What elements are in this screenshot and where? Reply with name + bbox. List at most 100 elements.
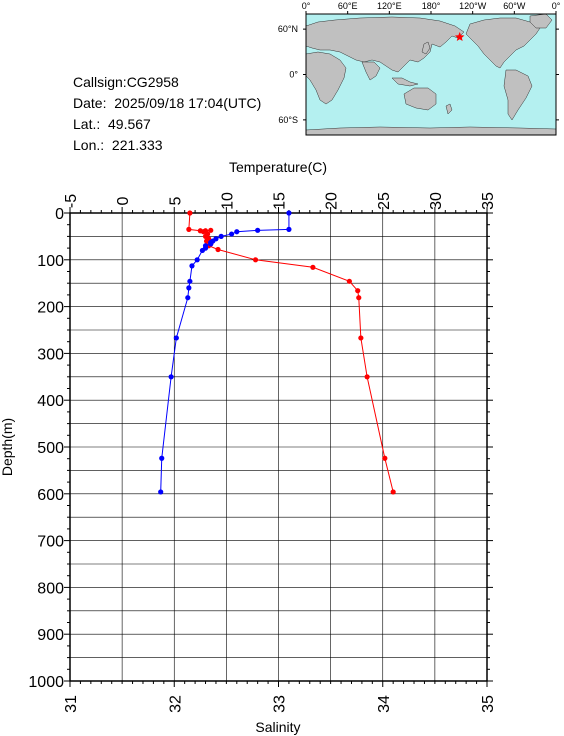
north-america-shape <box>465 17 541 69</box>
antarctica-shape <box>305 126 557 136</box>
temperature-data-point <box>390 489 396 495</box>
depth-tick-label: 600 <box>37 487 64 504</box>
salinity-tick-label: 31 <box>63 695 80 713</box>
temperature-data-point <box>187 210 193 216</box>
salinity-data-point <box>158 489 164 495</box>
salinity-data-point <box>234 229 240 235</box>
depth-tick-label: 400 <box>37 393 64 410</box>
salinity-series-line <box>160 213 290 492</box>
eurasia-shape <box>305 16 465 73</box>
map-lon-label: 0° <box>552 1 561 11</box>
map-lat-label: 60°S <box>278 115 298 125</box>
salinity-data-point <box>199 247 205 254</box>
salinity-data-point <box>228 231 235 237</box>
depth-tick-label: 1000 <box>28 674 64 691</box>
salinity-data-point <box>173 335 179 341</box>
temperature-tick-label: 35 <box>480 192 497 210</box>
japan-shape <box>421 41 431 55</box>
map-lon-label: 120°W <box>459 1 487 11</box>
salinity-data-point <box>218 233 224 239</box>
temperature-tick-labels: -5 0 5 10 15 20 25 30 35 <box>63 192 497 210</box>
temperature-data-point <box>364 374 370 380</box>
salinity-data-point <box>189 263 195 269</box>
series-layer <box>158 210 396 495</box>
salinity-data-point <box>208 241 214 247</box>
temperature-data-point <box>208 227 214 233</box>
salinity-tick-label: 33 <box>272 695 289 713</box>
salinity-tick-labels: 31 32 33 34 35 <box>63 695 497 713</box>
temperature-tick-label: 15 <box>272 192 289 210</box>
africa-shape <box>305 51 347 105</box>
depth-tick-label: 0 <box>55 206 64 223</box>
profile-chart: -5 0 5 10 15 20 25 30 35 31 32 33 34 35 010020030040… <box>0 160 497 735</box>
station-info: Callsign:CG2958 Date: 2025/09/18 17:04(U… <box>73 72 261 156</box>
depth-tick-label: 300 <box>37 346 64 363</box>
salinity-tick-label: 32 <box>167 695 184 713</box>
temperature-data-point <box>203 238 210 244</box>
salinity-data-point <box>286 226 292 232</box>
map-lat-label: 0° <box>289 70 298 80</box>
depth-tick-label: 800 <box>37 580 64 597</box>
temperature-data-point <box>252 257 259 263</box>
salinity-data-point <box>255 227 261 233</box>
location-map: 0° 60°E 120°E 180° 120°W 60°W 0° 60°N 0° 60°S <box>278 1 561 136</box>
temperature-tick-label: 10 <box>219 192 236 210</box>
temperature-tick-label: 0 <box>115 196 132 205</box>
map-lon-labels: 0° 60°E 120°E 180° 120°W 60°W 0° <box>302 1 561 11</box>
depth-axis-label: Depth(m) <box>0 418 15 476</box>
map-lon-label: 60°E <box>338 1 358 11</box>
temperature-tick-label: 20 <box>324 192 341 210</box>
depth-tick-labels: 0 100 200 300 400 500 600 700 800 900 1000 <box>28 206 64 691</box>
map-lat-label: 60°N <box>278 24 298 34</box>
station-star-icon <box>454 32 465 42</box>
lon-text: Lon.: 221.333 <box>73 137 163 153</box>
temperature-axis-label: Temperature(C) <box>229 160 327 175</box>
temperature-data-point <box>355 288 361 294</box>
salinity-axis-label: Salinity <box>255 719 300 735</box>
temperature-data-point <box>215 246 221 253</box>
map-lon-label: 180° <box>422 1 441 11</box>
temperature-data-point <box>346 278 352 284</box>
salinity-data-point <box>159 455 165 461</box>
temperature-data-point <box>186 226 192 232</box>
depth-tick-label: 700 <box>37 534 64 551</box>
salinity-data-point <box>185 295 191 301</box>
depth-tick-label: 500 <box>37 440 64 457</box>
salinity-data-point <box>187 278 193 284</box>
indonesia-shape <box>391 77 419 87</box>
callsign-text: Callsign:CG2958 <box>73 74 179 90</box>
depth-tick-label: 900 <box>37 627 64 644</box>
minor-ticks <box>64 207 493 687</box>
map-lat-labels: 60°N 0° 60°S <box>278 24 299 125</box>
south-america-shape <box>503 69 533 121</box>
salinity-tick-label: 34 <box>376 695 393 713</box>
map-ticks <box>303 11 559 121</box>
temperature-data-point <box>200 229 207 235</box>
salinity-data-point <box>286 210 292 216</box>
lat-text: Lat.: 49.567 <box>73 116 151 132</box>
salinity-data-point <box>186 285 192 291</box>
grid-lines <box>69 212 488 682</box>
temperature-data-point <box>382 455 388 461</box>
depth-tick-label: 200 <box>37 300 64 317</box>
india-shape <box>361 61 381 81</box>
map-land <box>305 13 557 136</box>
australia-shape <box>403 87 437 111</box>
newzealand-shape <box>445 103 453 115</box>
temperature-series-line <box>188 212 394 493</box>
map-lon-label: 60°W <box>503 1 526 11</box>
temperature-tick-label: -5 <box>63 194 80 208</box>
salinity-tick-label: 35 <box>480 695 497 713</box>
date-text: Date: 2025/09/18 17:04(UTC) <box>73 95 262 111</box>
salinity-data-point <box>194 257 200 263</box>
depth-tick-label: 100 <box>37 253 64 270</box>
temperature-data-point <box>356 295 362 301</box>
map-lon-label: 0° <box>302 1 311 11</box>
temperature-data-point <box>310 264 316 270</box>
temperature-tick-label: 25 <box>376 192 393 210</box>
temperature-tick-label: 30 <box>428 192 445 210</box>
temperature-data-point <box>358 335 364 341</box>
map-lon-label: 120°E <box>377 1 402 11</box>
salinity-data-point <box>168 374 174 380</box>
temperature-tick-label: 5 <box>167 196 184 205</box>
